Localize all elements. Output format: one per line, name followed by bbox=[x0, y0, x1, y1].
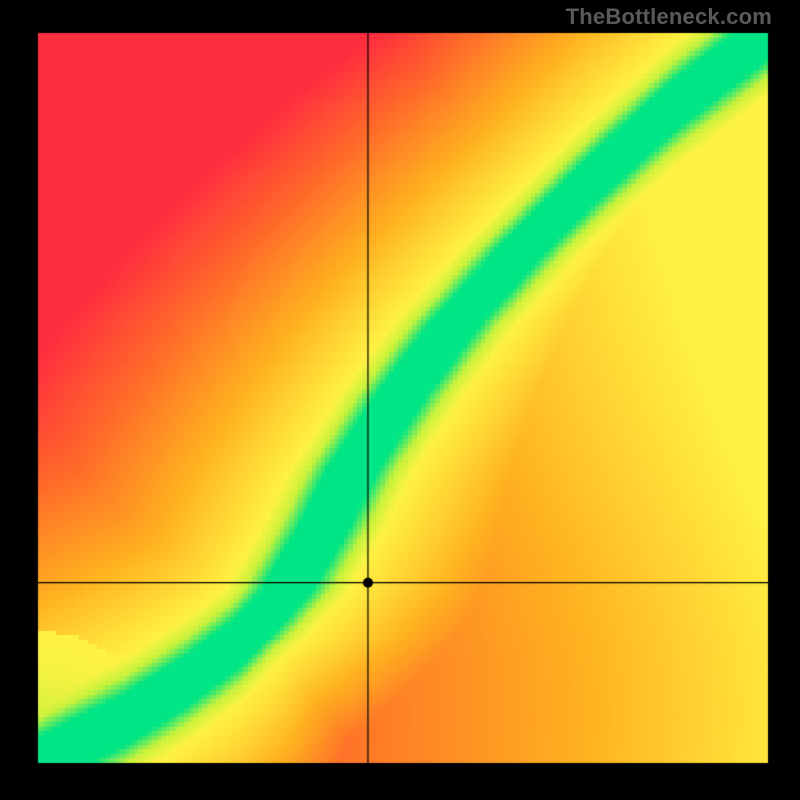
watermark-text: TheBottleneck.com bbox=[566, 4, 772, 30]
heatmap-canvas bbox=[0, 0, 800, 800]
chart-container: TheBottleneck.com bbox=[0, 0, 800, 800]
